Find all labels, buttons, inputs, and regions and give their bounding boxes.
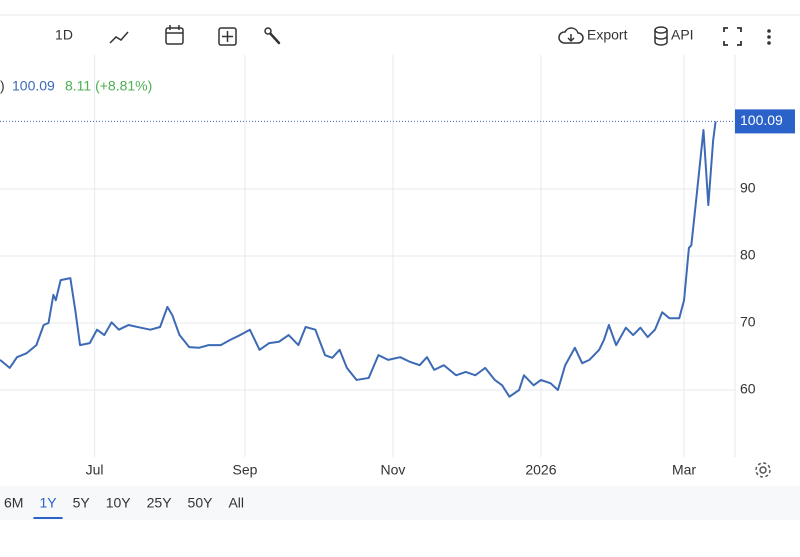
chart-type-icon[interactable] — [109, 31, 129, 44]
range-button[interactable]: 50Y — [188, 495, 214, 511]
fullscreen-icon[interactable] — [723, 27, 742, 46]
api-button[interactable]: API — [671, 27, 694, 43]
range-button[interactable]: 25Y — [147, 495, 173, 511]
x-tick-label: 2026 — [525, 462, 556, 478]
y-tick-label: 70 — [740, 314, 756, 330]
interval-button[interactable]: 1D — [55, 27, 73, 43]
range-bar — [0, 486, 800, 520]
legend-close: 100.09 — [12, 78, 55, 94]
menu-icon[interactable] — [767, 29, 771, 45]
range-button[interactable]: All — [228, 495, 244, 511]
range-button[interactable]: 5Y — [73, 495, 91, 511]
x-tick-label: Jul — [86, 462, 104, 478]
range-button[interactable]: 6M — [4, 495, 23, 511]
x-tick-label: Mar — [672, 462, 696, 478]
add-icon[interactable] — [218, 27, 237, 46]
range-button[interactable]: 1Y — [39, 495, 57, 511]
export-button[interactable]: Export — [587, 27, 628, 43]
calendar-icon[interactable] — [165, 25, 184, 45]
legend-prefix: ) — [0, 78, 5, 94]
last-value-box — [735, 109, 795, 134]
last-value-label: 100.09 — [740, 112, 783, 128]
price-line — [0, 121, 717, 398]
api-icon[interactable] — [654, 26, 668, 46]
y-tick-label: 60 — [740, 381, 756, 397]
y-tick-label: 80 — [740, 247, 756, 263]
export-icon[interactable] — [558, 27, 584, 44]
legend-change: 8.11 (+8.81%) — [65, 78, 152, 94]
settings-icon[interactable] — [755, 462, 771, 478]
range-button[interactable]: 10Y — [106, 495, 132, 511]
tools-icon[interactable] — [264, 27, 281, 45]
x-tick-label: Sep — [233, 462, 258, 478]
y-tick-label: 90 — [740, 180, 756, 196]
x-tick-label: Nov — [381, 462, 406, 478]
